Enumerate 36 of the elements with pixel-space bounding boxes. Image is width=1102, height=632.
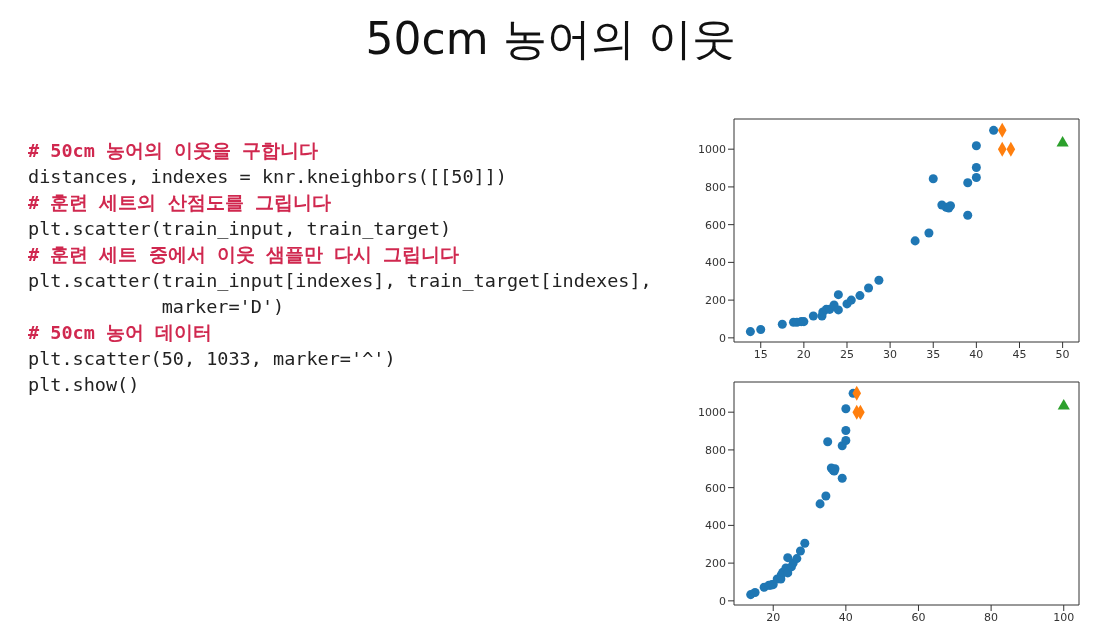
- x-tick-label: 20: [766, 610, 781, 624]
- y-tick-label: 200: [705, 557, 726, 571]
- x-tick-label: 40: [969, 347, 984, 361]
- text: # 훈련 세트의 산점도를 그립니다: [28, 191, 332, 215]
- y-tick-label: 0: [719, 331, 726, 345]
- x-tick-label: 80: [984, 610, 999, 624]
- chart-title: 50cm 농어의 이웃: [364, 12, 738, 66]
- y-tick-label: 800: [705, 443, 726, 457]
- x-tick-label: 35: [926, 347, 941, 361]
- y-tick-label: 400: [705, 519, 726, 533]
- x-tick-label: 25: [839, 347, 854, 361]
- x-tick-label: 50: [1055, 347, 1070, 361]
- text: plt.scatter(train_input[indexes], train_target[indexes],: [28, 269, 652, 293]
- y-tick-label: 600: [705, 481, 726, 495]
- y-tick-label: 1000: [698, 406, 726, 420]
- text: plt.scatter(50, 1033, marker='^'): [28, 347, 397, 371]
- text: plt.scatter(train_input, train_target): [28, 217, 453, 241]
- x-tick-label: 45: [1012, 347, 1027, 361]
- text: distances, indexes = knr.kneighbors([[50]]): [28, 165, 508, 189]
- y-tick-label: 0: [719, 594, 726, 608]
- text: # 50cm 농어 데이터: [28, 321, 214, 345]
- x-tick-label: 40: [838, 610, 853, 624]
- x-tick-label: 30: [883, 347, 898, 361]
- x-tick-label: 20: [796, 347, 811, 361]
- y-tick-label: 600: [705, 218, 726, 232]
- text: # 50cm 농어의 이웃을 구합니다: [28, 139, 320, 163]
- text: # 훈련 세트 중에서 이웃 샘플만 다시 그립니다: [28, 243, 461, 267]
- y-tick-label: 1000: [698, 143, 726, 157]
- x-tick-label: 15: [753, 347, 768, 361]
- x-tick-label: 100: [1053, 610, 1075, 624]
- text: marker='D'): [160, 295, 286, 319]
- y-tick-label: 800: [705, 180, 726, 194]
- y-tick-label: 200: [705, 294, 726, 308]
- y-tick-label: 400: [705, 256, 726, 270]
- x-tick-label: 60: [911, 610, 926, 624]
- text: plt.show(): [28, 373, 141, 397]
